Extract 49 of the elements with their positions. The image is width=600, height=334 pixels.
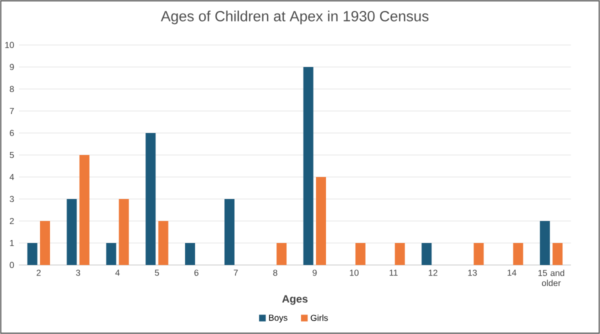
x-tick-label: 7 [234,270,238,276]
bar [66,198,77,265]
y-tick-label: 2 [10,218,14,224]
chart-title: Ages of Children at Apex in 1930 Census [160,10,428,24]
bar [146,132,156,265]
x-tick-label: 14 [508,270,516,276]
bar [474,242,484,265]
x-axis-title: Ages [282,295,308,305]
bar [355,242,366,265]
x-tick-label: 9 [312,270,317,276]
bar [394,242,405,265]
x-tick-label: 6 [194,270,198,276]
y-tick-label: 10 [5,42,14,48]
bar [118,198,129,265]
bar [316,176,326,265]
x-tick-label: 10 [350,270,359,276]
x-tick-label: 11 [390,270,398,276]
bar [27,242,38,265]
bar [40,220,50,265]
bar [552,242,563,265]
x-tick-label: 15 and older [538,270,564,286]
x-tick-label: 3 [76,270,80,276]
x-tick-label: 4 [115,270,120,276]
x-tick-label: 2 [36,270,41,276]
bar [422,242,432,265]
bar [79,154,90,265]
y-tick-label: 7 [10,108,14,114]
legend-label: Girls [310,314,328,321]
y-tick-label: 9 [10,64,14,70]
x-tick-label: 8 [273,270,278,276]
bar [158,220,168,265]
x-tick-label: 12 [428,270,438,276]
y-tick-label: 0 [10,262,14,268]
bar [106,242,116,265]
bar [185,242,196,265]
bar [540,220,550,265]
y-tick-label: 8 [10,86,14,92]
y-tick-label: 6 [10,130,14,136]
y-tick-label: 1 [10,240,14,246]
legend-label: Boys [269,314,288,323]
x-tick-label: 5 [154,270,159,276]
bar [224,198,234,265]
bar [276,242,287,265]
bar [303,66,314,265]
y-tick-label: 3 [10,196,14,202]
y-tick-label: 4 [10,174,14,180]
x-tick-label: 13 [468,270,477,276]
y-tick-label: 5 [10,152,14,158]
bar [513,242,524,265]
